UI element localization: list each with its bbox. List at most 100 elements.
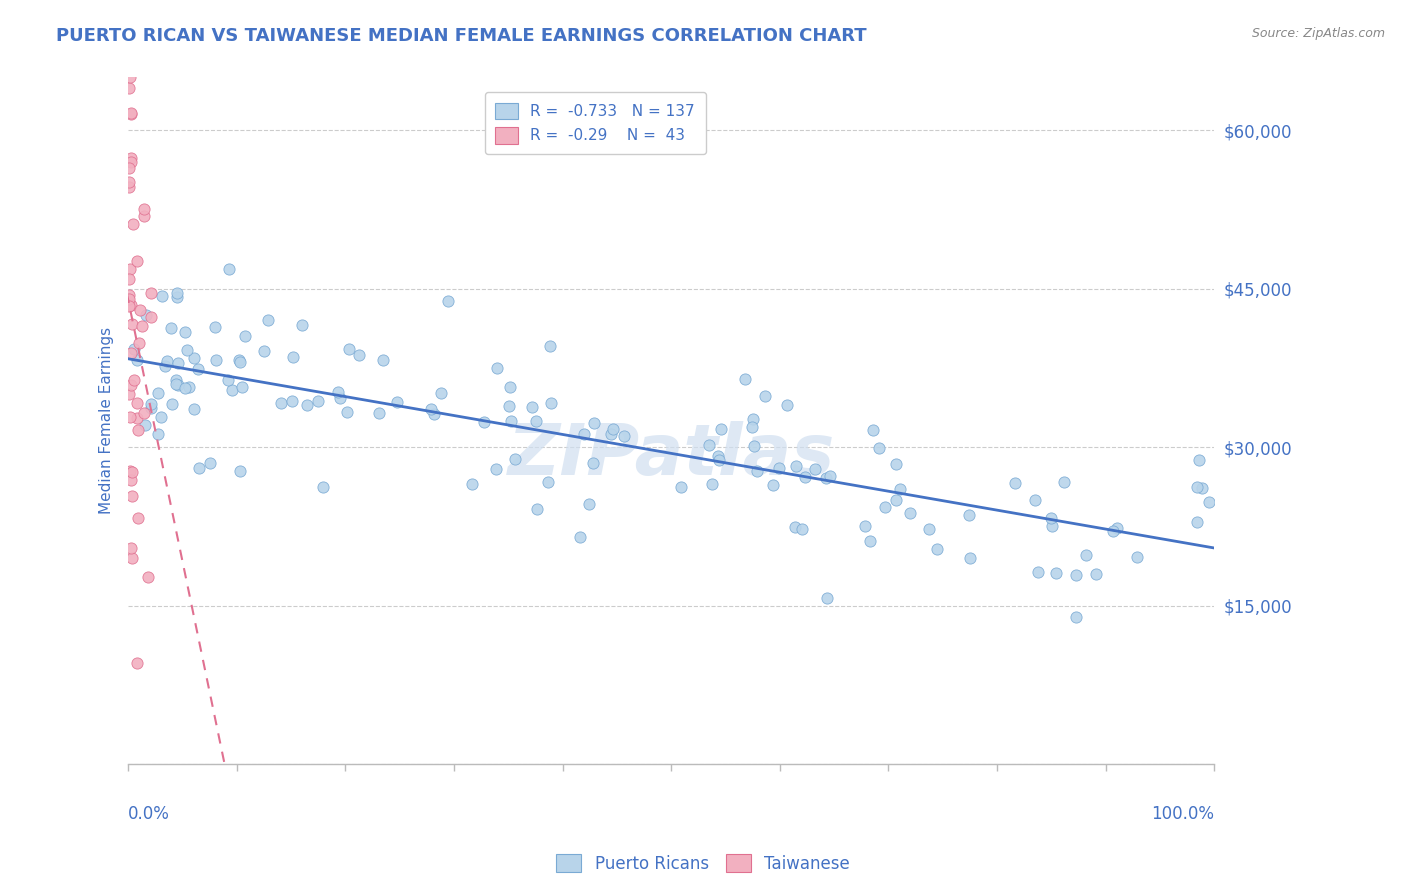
Point xyxy=(793,470,815,484)
Point xyxy=(1187,516,1209,530)
Point xyxy=(118,387,141,401)
Point xyxy=(762,478,785,492)
Point xyxy=(430,386,453,401)
Point xyxy=(785,458,807,473)
Point xyxy=(329,391,352,405)
Point xyxy=(120,151,142,165)
Point xyxy=(1066,567,1088,582)
Text: 0.0%: 0.0% xyxy=(128,805,170,823)
Point xyxy=(118,180,141,194)
Point xyxy=(368,406,391,420)
Text: PUERTO RICAN VS TAIWANESE MEDIAN FEMALE EARNINGS CORRELATION CHART: PUERTO RICAN VS TAIWANESE MEDIAN FEMALE … xyxy=(56,27,868,45)
Point xyxy=(128,335,150,350)
Point xyxy=(204,319,226,334)
Point xyxy=(707,449,730,463)
Point xyxy=(700,476,723,491)
Point xyxy=(218,262,240,277)
Point xyxy=(815,591,838,605)
Legend: R =  -0.733   N = 137, R =  -0.29    N =  43: R = -0.733 N = 137, R = -0.29 N = 43 xyxy=(485,92,706,154)
Point xyxy=(122,342,145,356)
Point xyxy=(134,417,156,432)
Point xyxy=(160,321,183,335)
Legend: Puerto Ricans, Taiwanese: Puerto Ricans, Taiwanese xyxy=(550,847,856,880)
Point xyxy=(754,389,776,403)
Point xyxy=(1024,492,1046,507)
Point xyxy=(166,290,188,304)
Point xyxy=(166,286,188,301)
Point xyxy=(120,541,142,555)
Point xyxy=(1084,566,1107,581)
Point xyxy=(183,402,205,417)
Point xyxy=(1053,475,1076,489)
Point xyxy=(118,81,141,95)
Point xyxy=(745,464,768,478)
Point xyxy=(281,393,304,408)
Point xyxy=(120,154,142,169)
Point xyxy=(139,401,162,416)
Point xyxy=(125,254,148,268)
Point xyxy=(815,471,838,485)
Point xyxy=(150,289,173,303)
Point xyxy=(697,438,720,452)
Point xyxy=(582,456,605,470)
Point xyxy=(134,407,156,421)
Point xyxy=(472,415,495,429)
Point xyxy=(499,380,522,394)
Point xyxy=(337,342,360,356)
Point xyxy=(165,373,187,387)
Point xyxy=(221,383,243,397)
Point xyxy=(295,398,318,412)
Point xyxy=(602,422,624,436)
Point xyxy=(1198,495,1220,509)
Point xyxy=(853,519,876,533)
Point xyxy=(1074,548,1097,562)
Point xyxy=(385,395,408,409)
Point xyxy=(423,407,446,421)
Point xyxy=(125,411,148,425)
Point xyxy=(148,386,170,401)
Point xyxy=(868,441,890,455)
Point xyxy=(165,376,187,391)
Point xyxy=(188,461,211,475)
Point xyxy=(520,400,543,414)
Point xyxy=(889,482,911,496)
Point xyxy=(959,550,981,565)
Point xyxy=(540,396,562,410)
Point xyxy=(669,480,692,494)
Point xyxy=(1039,511,1062,525)
Point xyxy=(886,458,908,472)
Point xyxy=(134,202,156,216)
Point xyxy=(503,452,526,467)
Point xyxy=(120,409,142,424)
Point xyxy=(437,294,460,309)
Point xyxy=(312,480,335,494)
Point xyxy=(898,506,921,520)
Point xyxy=(613,429,636,443)
Point xyxy=(118,70,141,85)
Point xyxy=(734,372,756,386)
Point xyxy=(1191,481,1213,495)
Point xyxy=(132,209,155,223)
Point xyxy=(125,395,148,409)
Point xyxy=(120,464,142,478)
Point xyxy=(1026,565,1049,579)
Point xyxy=(121,550,143,565)
Point xyxy=(118,299,141,313)
Point xyxy=(233,329,256,343)
Y-axis label: Median Female Earnings: Median Female Earnings xyxy=(100,327,114,515)
Point xyxy=(957,508,980,523)
Point xyxy=(1126,550,1149,565)
Point xyxy=(818,468,841,483)
Point xyxy=(120,106,142,120)
Point xyxy=(122,373,145,387)
Point xyxy=(231,380,253,394)
Point xyxy=(537,475,560,490)
Point xyxy=(1105,520,1128,534)
Point xyxy=(125,352,148,367)
Point xyxy=(1102,524,1125,539)
Point xyxy=(524,414,547,428)
Point xyxy=(149,409,172,424)
Point xyxy=(707,453,730,467)
Text: Source: ZipAtlas.com: Source: ZipAtlas.com xyxy=(1251,27,1385,40)
Point xyxy=(228,352,250,367)
